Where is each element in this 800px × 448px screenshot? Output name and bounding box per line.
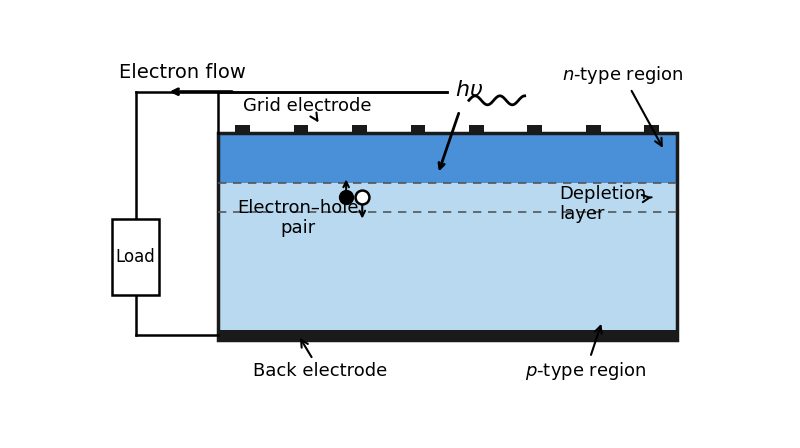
Bar (218, 133, 677, 340)
Bar (586, 125, 601, 133)
Bar (235, 125, 250, 133)
Text: Grid electrode: Grid electrode (243, 97, 372, 121)
Bar (218, 133, 677, 183)
Bar (410, 125, 426, 133)
Bar (469, 125, 484, 133)
Bar (352, 125, 367, 133)
Bar (218, 331, 677, 340)
Bar (112, 220, 159, 295)
Text: Electron–hole
pair: Electron–hole pair (238, 198, 359, 237)
Text: $n$-type region: $n$-type region (562, 64, 683, 146)
Text: Back electrode: Back electrode (253, 340, 387, 380)
Text: $p$-type region: $p$-type region (525, 326, 646, 382)
Text: Electron flow: Electron flow (118, 63, 246, 82)
Bar (527, 125, 542, 133)
Bar (218, 183, 677, 340)
Bar (644, 125, 659, 133)
Bar (294, 125, 309, 133)
Text: Load: Load (116, 248, 155, 266)
Text: Depletion
layer: Depletion layer (558, 185, 651, 224)
Text: $h\upsilon$: $h\upsilon$ (455, 80, 483, 100)
